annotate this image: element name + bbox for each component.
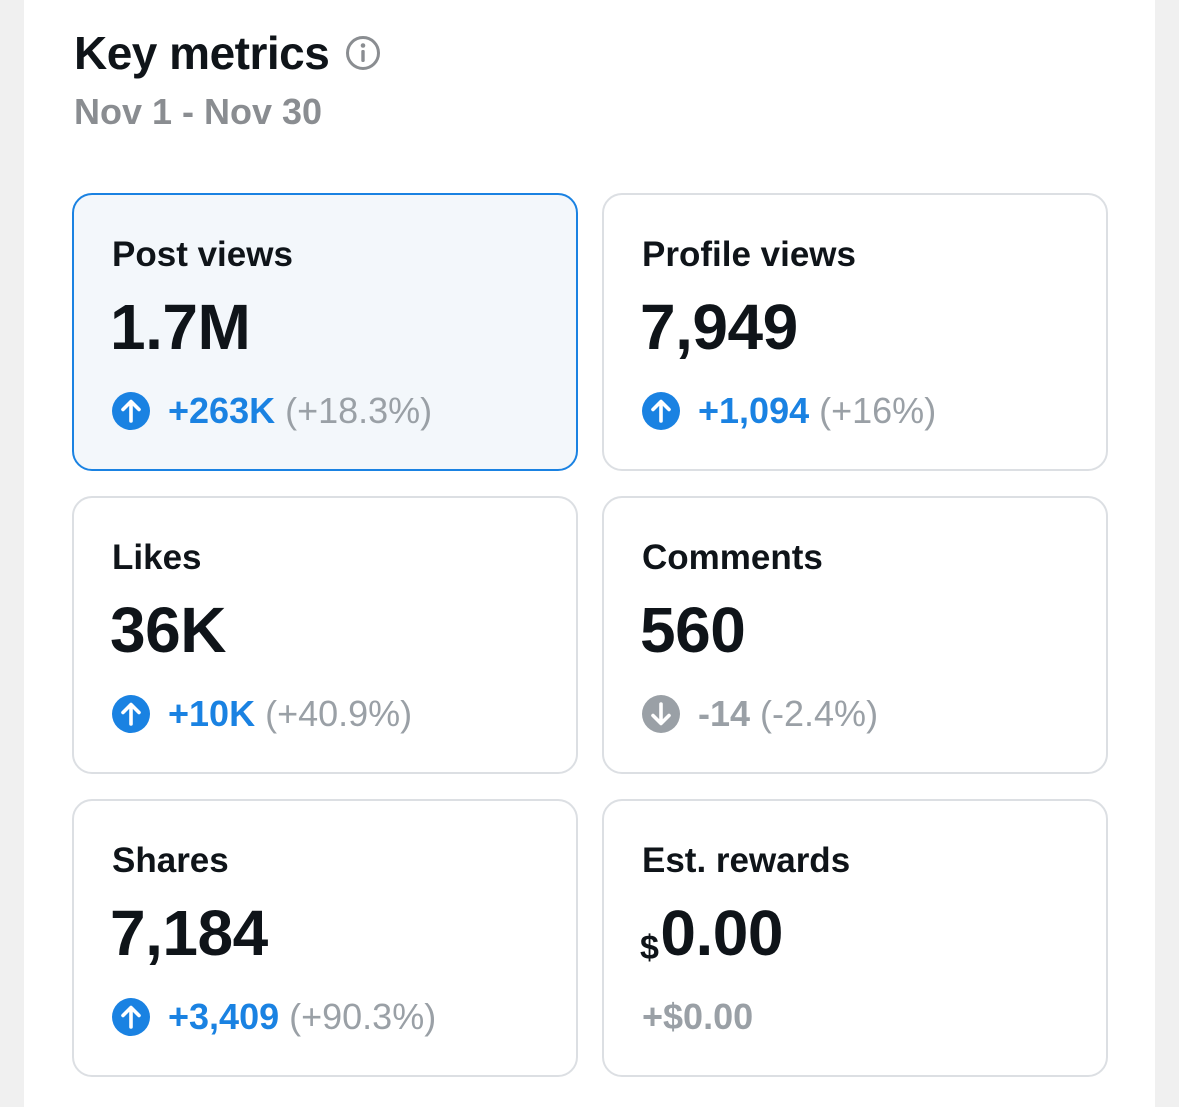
arrow-up-circle-icon — [642, 392, 680, 430]
metric-value: 36K — [110, 594, 226, 666]
info-icon[interactable] — [345, 35, 381, 71]
metric-percent: (+16%) — [819, 390, 937, 431]
metric-card-est-rewards[interactable]: Est. rewards $0.00 +$0.00 — [602, 799, 1108, 1077]
metric-card-post-views[interactable]: Post views 1.7M +263K (+18.3%) — [72, 193, 578, 471]
metric-label: Likes — [112, 538, 202, 577]
metric-change: +$0.00 — [642, 993, 753, 1041]
metric-value: 7,184 — [110, 897, 268, 969]
date-range: Nov 1 - Nov 30 — [74, 91, 323, 132]
metric-label: Comments — [642, 538, 823, 577]
metric-change: +1,094 (+16%) — [642, 387, 936, 435]
metric-card-profile-views[interactable]: Profile views 7,949 +1,094 (+16%) — [602, 193, 1108, 471]
arrow-up-circle-icon — [112, 998, 150, 1036]
metric-value-amount: 0.00 — [660, 897, 783, 969]
metric-delta: +3,409 — [168, 996, 280, 1037]
metric-card-comments[interactable]: Comments 560 -14 (-2.4%) — [602, 496, 1108, 774]
page-title: Key metrics — [74, 27, 330, 79]
arrow-up-circle-icon — [112, 695, 150, 733]
currency-symbol: $ — [640, 929, 659, 967]
metric-value: 7,949 — [640, 291, 798, 363]
metric-delta: -14 — [698, 693, 751, 734]
metric-value: 560 — [640, 594, 746, 666]
metric-change: +3,409 (+90.3%) — [112, 993, 436, 1041]
metric-delta: +1,094 — [698, 390, 810, 431]
metric-card-likes[interactable]: Likes 36K +10K (+40.9%) — [72, 496, 578, 774]
arrow-up-circle-icon — [112, 392, 150, 430]
metric-label: Post views — [112, 235, 293, 274]
arrow-down-circle-icon — [642, 695, 680, 733]
metric-value: 1.7M — [110, 291, 251, 363]
metric-percent: (+40.9%) — [265, 693, 413, 734]
key-metrics-header: Key metrics Nov 1 - Nov 30 — [74, 24, 381, 140]
metric-value: $0.00 — [640, 893, 783, 988]
metric-label: Profile views — [642, 235, 856, 274]
metric-percent: (+18.3%) — [285, 390, 433, 431]
metric-percent: (+90.3%) — [289, 996, 437, 1037]
metric-delta: +263K — [168, 390, 276, 431]
metric-change: -14 (-2.4%) — [642, 690, 878, 738]
metric-delta: +10K — [168, 693, 256, 734]
title-row: Key metrics — [74, 24, 381, 82]
metric-change: +10K (+40.9%) — [112, 690, 412, 738]
metric-label: Shares — [112, 841, 229, 880]
metric-card-shares[interactable]: Shares 7,184 +3,409 (+90.3%) — [72, 799, 578, 1077]
metric-change: +263K (+18.3%) — [112, 387, 432, 435]
metric-label: Est. rewards — [642, 841, 851, 880]
metric-delta: +$0.00 — [642, 996, 754, 1037]
metric-percent: (-2.4%) — [760, 693, 879, 734]
